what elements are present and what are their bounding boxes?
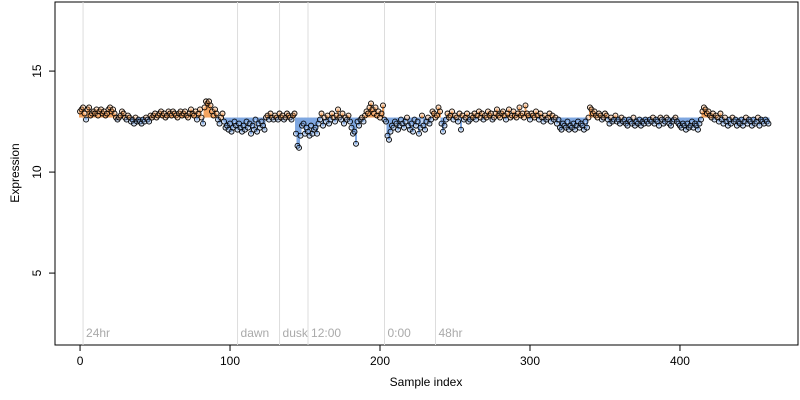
x-tick-label: 400 [670, 354, 690, 368]
point [368, 100, 374, 107]
point [488, 110, 494, 117]
point [612, 112, 619, 119]
point [437, 108, 443, 115]
plot-box [54, 1, 799, 346]
annotation-label: 0:00 [388, 326, 412, 340]
point [449, 108, 455, 115]
point [351, 128, 358, 135]
point [291, 110, 298, 117]
annotation-label: dusk [283, 326, 309, 340]
point [335, 106, 341, 113]
point [81, 110, 88, 117]
point [455, 118, 461, 125]
point [198, 114, 205, 121]
x-tick-label: 0 [77, 354, 84, 368]
point [86, 104, 92, 111]
point [422, 126, 428, 133]
point [146, 118, 152, 125]
point [387, 128, 394, 135]
point [221, 118, 227, 125]
annotation-label: 48hr [438, 326, 462, 340]
point [213, 110, 220, 117]
x-tick-label: 100 [220, 354, 240, 368]
point [441, 122, 448, 129]
annotation-label: dawn [241, 326, 270, 340]
point [414, 118, 421, 125]
point [320, 122, 326, 129]
point [332, 118, 338, 125]
point [380, 102, 386, 109]
point [410, 128, 416, 135]
point [765, 120, 772, 127]
point [582, 118, 589, 125]
point [83, 116, 89, 123]
point [434, 112, 440, 119]
point [365, 110, 371, 117]
point [339, 110, 346, 117]
point [347, 118, 353, 125]
y-tick-label: 10 [30, 165, 44, 179]
point [585, 114, 592, 121]
point [494, 106, 500, 113]
point [404, 114, 410, 121]
point [522, 102, 529, 109]
point [254, 128, 260, 135]
point [564, 118, 571, 125]
point [296, 144, 302, 151]
point [717, 110, 724, 117]
point [440, 128, 446, 135]
point [458, 126, 464, 133]
point [372, 104, 379, 111]
point [555, 116, 562, 123]
point [261, 126, 268, 133]
x-axis-label: Sample index [390, 375, 463, 389]
point [219, 110, 226, 117]
point [378, 110, 385, 117]
point [252, 116, 259, 123]
point [695, 126, 701, 133]
point [248, 130, 254, 137]
x-tick-label: 200 [370, 354, 390, 368]
point [341, 120, 347, 127]
point [200, 120, 206, 127]
y-axis-label: Expression [8, 143, 22, 202]
point [300, 120, 307, 127]
y-tick-label: 5 [30, 269, 44, 276]
point [383, 118, 389, 125]
point [314, 130, 320, 137]
x-tick-label: 300 [520, 354, 540, 368]
point [416, 130, 422, 137]
point [207, 102, 214, 109]
y-tick-label: 15 [30, 64, 44, 78]
point [348, 124, 355, 131]
point [201, 104, 208, 111]
point [584, 124, 590, 131]
point [698, 116, 704, 123]
point [386, 136, 392, 143]
point [312, 124, 319, 131]
point [318, 110, 325, 117]
point [360, 118, 367, 125]
annotation-label: 12:00 [311, 326, 341, 340]
point [353, 140, 359, 147]
point [630, 114, 637, 121]
point [345, 112, 352, 119]
point [516, 104, 523, 111]
point [356, 122, 362, 129]
point [419, 112, 425, 119]
annotation-label: 24hr [86, 326, 110, 340]
